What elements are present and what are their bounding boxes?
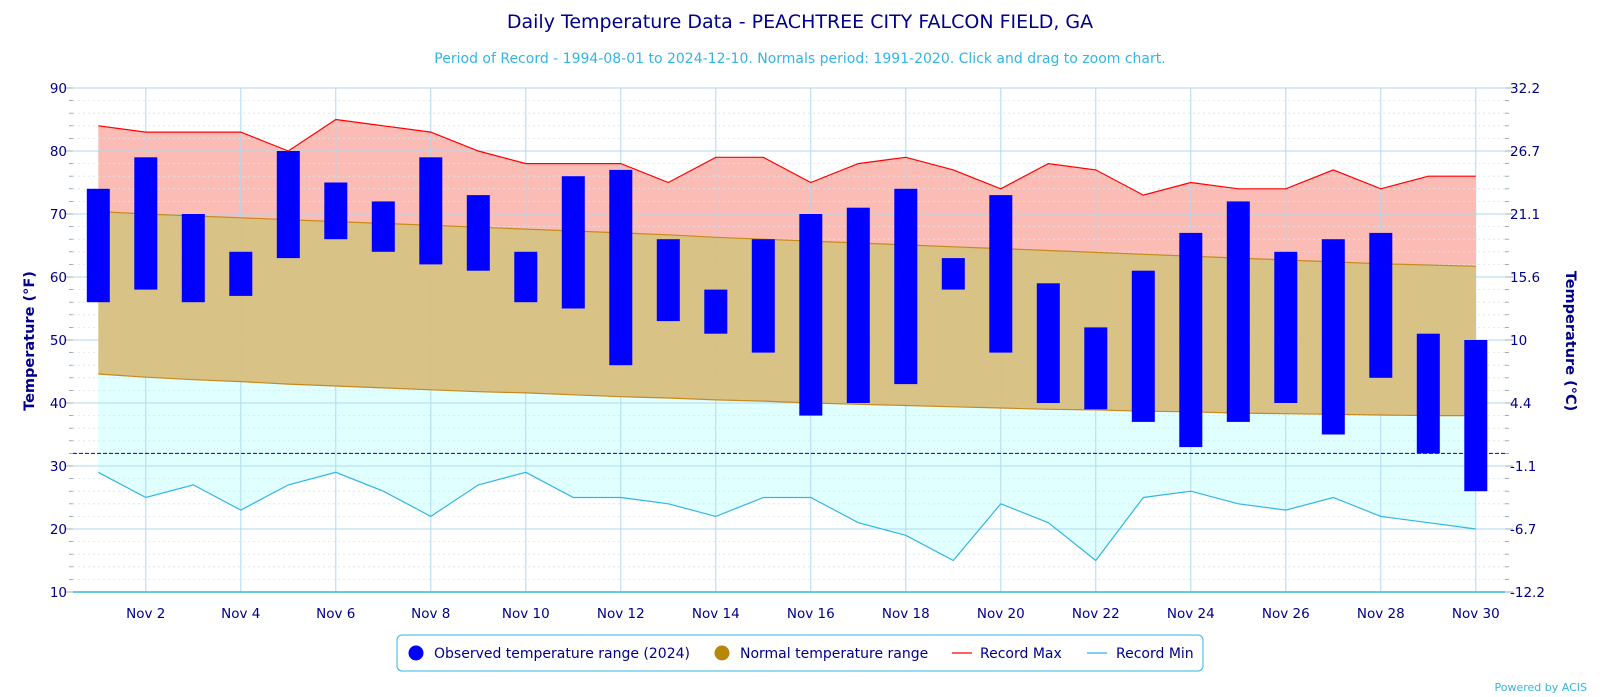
x-tick-label: Nov 6 xyxy=(316,606,355,622)
observed-bar-day-2 xyxy=(134,157,158,290)
chart-title: Daily Temperature Data - PEACHTREE CITY … xyxy=(507,11,1093,33)
observed-bar-day-19 xyxy=(941,258,965,290)
y-right-tick-label: 10 xyxy=(1510,333,1527,349)
observed-bar-day-25 xyxy=(1226,201,1250,422)
y-axis-title-left: Temperature (°F) xyxy=(22,271,38,411)
y-left-tick-label: 40 xyxy=(50,396,67,412)
y-left-tick-label: 60 xyxy=(50,270,67,286)
observed-bar-day-17 xyxy=(846,207,870,403)
observed-bar-day-29 xyxy=(1416,333,1440,454)
x-tick-label: Nov 28 xyxy=(1357,606,1405,622)
y-left-tick-label: 10 xyxy=(50,585,67,601)
record-low-band xyxy=(98,374,1476,561)
legend-record-min-label[interactable]: Record Min xyxy=(1116,646,1194,662)
y-left-tick-label: 20 xyxy=(50,522,67,538)
observed-bar-day-7 xyxy=(371,201,395,252)
legend: Observed temperature range (2024) Normal… xyxy=(396,634,1204,672)
observed-bar-day-26 xyxy=(1274,251,1298,403)
record-max-line xyxy=(98,118,1476,196)
normal-range-fill xyxy=(98,211,1476,416)
chart-subtitle: Period of Record - 1994-08-01 to 2024-12… xyxy=(434,51,1165,67)
axes: 90 32.2 80 26.7 70 21.1 60 15.6 50 10 40 4.4 30 -1.1 2… xyxy=(50,81,1545,622)
record-high-band xyxy=(98,119,1476,267)
observed-bar-day-8 xyxy=(419,157,443,265)
observed-bar-day-15 xyxy=(751,239,775,353)
legend-observed-label[interactable]: Observed temperature range (2024) xyxy=(434,646,690,662)
record-lines xyxy=(98,118,1476,562)
y-left-tick-label: 30 xyxy=(50,459,67,475)
observed-bar-day-3 xyxy=(181,214,205,303)
x-tick-label: Nov 2 xyxy=(126,606,165,622)
observed-bar-day-4 xyxy=(229,251,253,296)
observed-bars xyxy=(86,151,1488,492)
x-tick-label: Nov 22 xyxy=(1072,606,1120,622)
observed-bar-day-14 xyxy=(704,289,728,334)
legend-normal-label[interactable]: Normal temperature range xyxy=(740,646,928,662)
y-left-tick-label: 50 xyxy=(50,333,67,349)
x-tick-label: Nov 14 xyxy=(692,606,740,622)
y-right-tick-label: -12.2 xyxy=(1510,585,1545,601)
observed-bar-day-1 xyxy=(86,188,110,303)
x-tick-label: Nov 4 xyxy=(221,606,260,622)
y-right-tick-label: -6.7 xyxy=(1510,522,1536,538)
observed-bar-day-20 xyxy=(989,195,1013,353)
x-tick-label: Nov 10 xyxy=(502,606,550,622)
x-tick-label: Nov 20 xyxy=(977,606,1025,622)
observed-bar-day-24 xyxy=(1179,232,1203,448)
x-tick-label: Nov 24 xyxy=(1167,606,1215,622)
background-bands xyxy=(98,119,1476,561)
observed-bar-day-28 xyxy=(1369,232,1393,378)
observed-bar-day-21 xyxy=(1036,283,1060,403)
observed-bar-day-18 xyxy=(894,188,918,385)
acis-credit[interactable]: Powered by ACIS xyxy=(1495,681,1588,694)
observed-bar-day-22 xyxy=(1084,327,1108,410)
x-tick-label: Nov 12 xyxy=(597,606,645,622)
observed-bar-day-13 xyxy=(656,239,680,322)
observed-bar-day-10 xyxy=(514,251,538,303)
y-right-tick-label: 4.4 xyxy=(1510,396,1531,412)
y-right-tick-label: 15.6 xyxy=(1510,270,1540,286)
observed-bar-day-16 xyxy=(799,214,823,416)
observed-bar-day-12 xyxy=(609,169,633,366)
y-right-tick-label: 32.2 xyxy=(1510,81,1540,97)
record-min-line xyxy=(98,471,1476,562)
y-axis-title-right: Temperature (°C) xyxy=(1562,271,1578,412)
y-right-tick-label: 21.1 xyxy=(1510,207,1540,223)
legend-normal-marker[interactable] xyxy=(714,645,730,661)
observed-bar-day-27 xyxy=(1321,239,1345,435)
y-right-tick-label: -1.1 xyxy=(1510,459,1536,475)
observed-bar-day-11 xyxy=(561,176,585,309)
observed-bar-day-6 xyxy=(324,182,348,240)
y-left-tick-label: 70 xyxy=(50,207,67,223)
y-right-tick-label: 26.7 xyxy=(1510,144,1540,160)
observed-bar-day-23 xyxy=(1131,270,1155,422)
legend-record-max-label[interactable]: Record Max xyxy=(980,646,1062,662)
legend-box xyxy=(396,634,1204,672)
x-tick-label: Nov 16 xyxy=(787,606,835,622)
x-tick-label: Nov 30 xyxy=(1452,606,1500,622)
x-tick-label: Nov 8 xyxy=(411,606,450,622)
observed-bar-day-30 xyxy=(1464,340,1488,492)
observed-bar-day-9 xyxy=(466,195,490,271)
y-left-tick-label: 80 xyxy=(50,144,67,160)
x-tick-label: Nov 26 xyxy=(1262,606,1310,622)
y-left-tick-label: 90 xyxy=(50,81,67,97)
legend-observed-marker[interactable] xyxy=(408,645,424,661)
x-tick-label: Nov 18 xyxy=(882,606,930,622)
observed-bar-day-5 xyxy=(276,151,300,259)
